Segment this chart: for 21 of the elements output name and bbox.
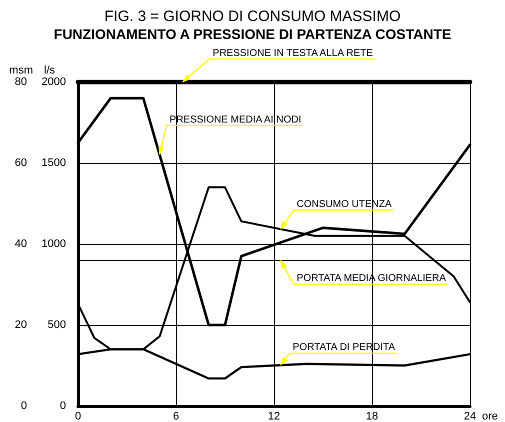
y-tick-label: 0 [60, 400, 66, 412]
x-axis-title: ore [482, 410, 498, 422]
text: PRESSIONE IN TESTA ALLA RETE [212, 48, 374, 59]
y-axis-title: l/s [44, 64, 56, 76]
y-tick-label: 1000 [42, 238, 66, 250]
y2-tick-label: 80 [14, 76, 27, 88]
x-tick-label: 0 [74, 410, 82, 422]
y2-tick-label: 0 [20, 400, 27, 412]
y-tick-label: 500 [48, 319, 66, 331]
y2-tick-label: 60 [14, 157, 27, 169]
x-tick-label: 24 [464, 410, 476, 422]
x-tick-label: 18 [366, 410, 378, 422]
y2-tick-label: 20 [14, 319, 27, 331]
x-tick-label: 6 [172, 410, 180, 422]
y-tick-label: 1500 [42, 157, 66, 169]
y2-axis-title: msm [9, 64, 33, 76]
y-tick-label: 2000 [42, 76, 66, 88]
x-tick-label: 12 [268, 410, 280, 422]
y2-tick-label: 40 [14, 238, 27, 250]
chart-title: FIG. 3 = GIORNO DI CONSUMO MASSIMO [104, 8, 401, 25]
chart-subtitle: FUNZIONAMENTO A PRESSIONE DI PARTENZA COSTANTE [54, 26, 452, 42]
